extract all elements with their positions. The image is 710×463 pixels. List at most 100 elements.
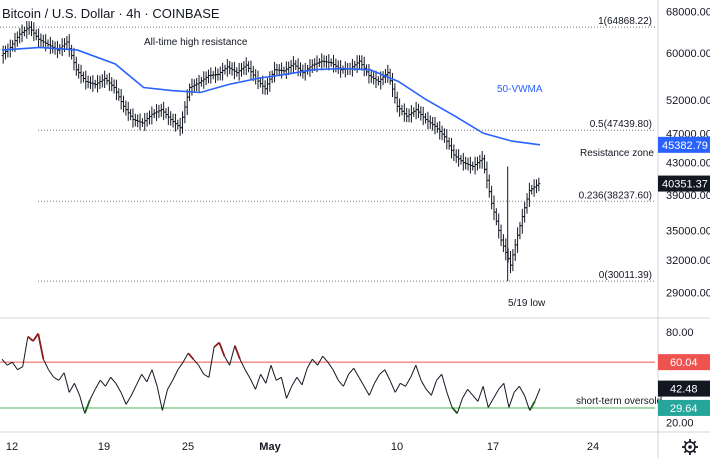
rsi-segment bbox=[110, 376, 117, 384]
rsi-segment bbox=[384, 369, 391, 381]
rsi-badge bbox=[658, 380, 710, 397]
y-tick-label: 60000.00 bbox=[666, 48, 710, 60]
rsi-segment bbox=[156, 386, 163, 411]
rsi-segment bbox=[513, 385, 520, 393]
rsi-segment bbox=[99, 379, 106, 387]
rsi-segment bbox=[125, 395, 132, 405]
price-badge-label: 45382.79 bbox=[662, 140, 708, 152]
rsi-segment bbox=[229, 345, 236, 366]
rsi-segment bbox=[208, 347, 215, 378]
fib-label: 1(64868.22) bbox=[598, 16, 652, 27]
rsi-badge-label: 42.48 bbox=[670, 384, 698, 396]
rsi-segment bbox=[353, 367, 360, 378]
rsi-segment bbox=[68, 383, 75, 393]
rsi-segment bbox=[379, 369, 386, 375]
rsi-segment bbox=[368, 383, 375, 396]
rsi-segment bbox=[233, 345, 241, 360]
rsi-segment bbox=[467, 388, 474, 396]
rsi-segment bbox=[213, 341, 220, 348]
rsi-segment bbox=[151, 369, 158, 387]
rsi-segment bbox=[42, 358, 50, 370]
rsi-badge bbox=[658, 399, 710, 416]
rsi-badge-label: 60.04 bbox=[670, 357, 698, 369]
x-tick-label: 12 bbox=[6, 441, 18, 453]
rsi-segment bbox=[73, 383, 81, 396]
rsi-segment bbox=[415, 365, 422, 381]
rsi-segment bbox=[286, 386, 293, 399]
rsi-segment bbox=[400, 382, 406, 387]
fib-label: 0(30011.39) bbox=[599, 270, 652, 281]
annotation-low: 5/19 low bbox=[508, 298, 546, 309]
rsi-segment bbox=[498, 382, 505, 390]
annotation-ath: All-time high resistance bbox=[144, 37, 248, 48]
rsi-segment bbox=[348, 367, 355, 375]
annotation-oversold: short-term oversold bbox=[576, 396, 662, 407]
rsi-segment bbox=[420, 380, 427, 390]
gear-icon[interactable] bbox=[682, 439, 698, 455]
rsi-segment bbox=[358, 377, 365, 387]
rsi-segment bbox=[146, 369, 153, 382]
y-tick-label: 35000.00 bbox=[666, 225, 710, 237]
rsi-segment bbox=[451, 406, 458, 415]
price-pane: 1(64868.22) 0.5(47439.80) 0.236(38237.60) 0… bbox=[0, 7, 710, 309]
rsi-segment bbox=[6, 361, 13, 366]
rsi-segment bbox=[534, 388, 541, 402]
rsi-segment bbox=[203, 373, 210, 378]
rsi-segment bbox=[301, 368, 308, 385]
rsi-badge-label: 29.64 bbox=[670, 403, 698, 415]
chart-title: Bitcoin / U.S. Dollar · 4h · COINBASE bbox=[2, 6, 220, 21]
rsi-segment bbox=[53, 376, 60, 381]
rsi-segment bbox=[332, 369, 339, 381]
rsi-segment bbox=[89, 389, 96, 401]
rsi-segment bbox=[446, 392, 453, 408]
rsi-segment bbox=[270, 365, 277, 381]
rsi-segment bbox=[115, 383, 122, 393]
x-tick-label: 10 bbox=[391, 441, 403, 453]
rsi-segment bbox=[410, 365, 417, 378]
rsi-segment bbox=[120, 392, 127, 405]
rsi-segment bbox=[487, 398, 494, 408]
rsi-segment bbox=[244, 369, 251, 380]
rsi-segment bbox=[493, 389, 500, 399]
vwma-line bbox=[1, 46, 541, 146]
rsi-segment bbox=[461, 389, 469, 399]
annotation-vwma: 50-VWMA bbox=[497, 84, 543, 95]
rsi-segment bbox=[524, 395, 531, 411]
rsi-segment bbox=[280, 377, 288, 399]
rsi-segment bbox=[1, 358, 8, 366]
rsi-segment bbox=[193, 358, 199, 366]
rsi-segment bbox=[198, 364, 205, 375]
rsi-segment bbox=[48, 369, 55, 378]
rsi-segment bbox=[405, 377, 412, 387]
x-tick-label: 17 bbox=[487, 441, 499, 453]
rsi-pane: short-term oversold 20.00 80.00 60.04 42.48 2… bbox=[0, 327, 710, 429]
rsi-segment bbox=[161, 389, 169, 411]
rsi-segment bbox=[472, 395, 479, 402]
rsi-segment bbox=[456, 398, 463, 414]
rsi-segment bbox=[182, 352, 189, 363]
rsi-segment bbox=[218, 342, 226, 357]
rsi-segment bbox=[177, 361, 184, 371]
rsi-segment bbox=[342, 374, 350, 387]
time-axis: 12 19 25 May 10 17 24 bbox=[6, 441, 599, 453]
rsi-segment bbox=[105, 377, 112, 387]
rsi-segment bbox=[265, 365, 272, 384]
rsi-segment bbox=[17, 366, 23, 371]
rsi-segment bbox=[79, 395, 86, 414]
rsi-segment bbox=[327, 361, 334, 371]
rsi-segment bbox=[312, 358, 318, 366]
rsi-segment bbox=[477, 386, 484, 402]
rsi-segment bbox=[37, 333, 45, 360]
rsi-segment bbox=[518, 386, 525, 396]
rsi-tick-label: 80.00 bbox=[666, 327, 694, 339]
rsi-segment bbox=[58, 372, 65, 381]
rsi-segment bbox=[22, 336, 29, 367]
rsi-segment bbox=[374, 373, 381, 384]
rsi-segment bbox=[27, 335, 34, 342]
rsi-segment bbox=[528, 400, 536, 411]
rsi-segment bbox=[306, 358, 313, 369]
price-badge-label: 40351.37 bbox=[662, 179, 708, 191]
rsi-segment bbox=[430, 380, 438, 396]
x-tick-label: May bbox=[259, 441, 281, 453]
